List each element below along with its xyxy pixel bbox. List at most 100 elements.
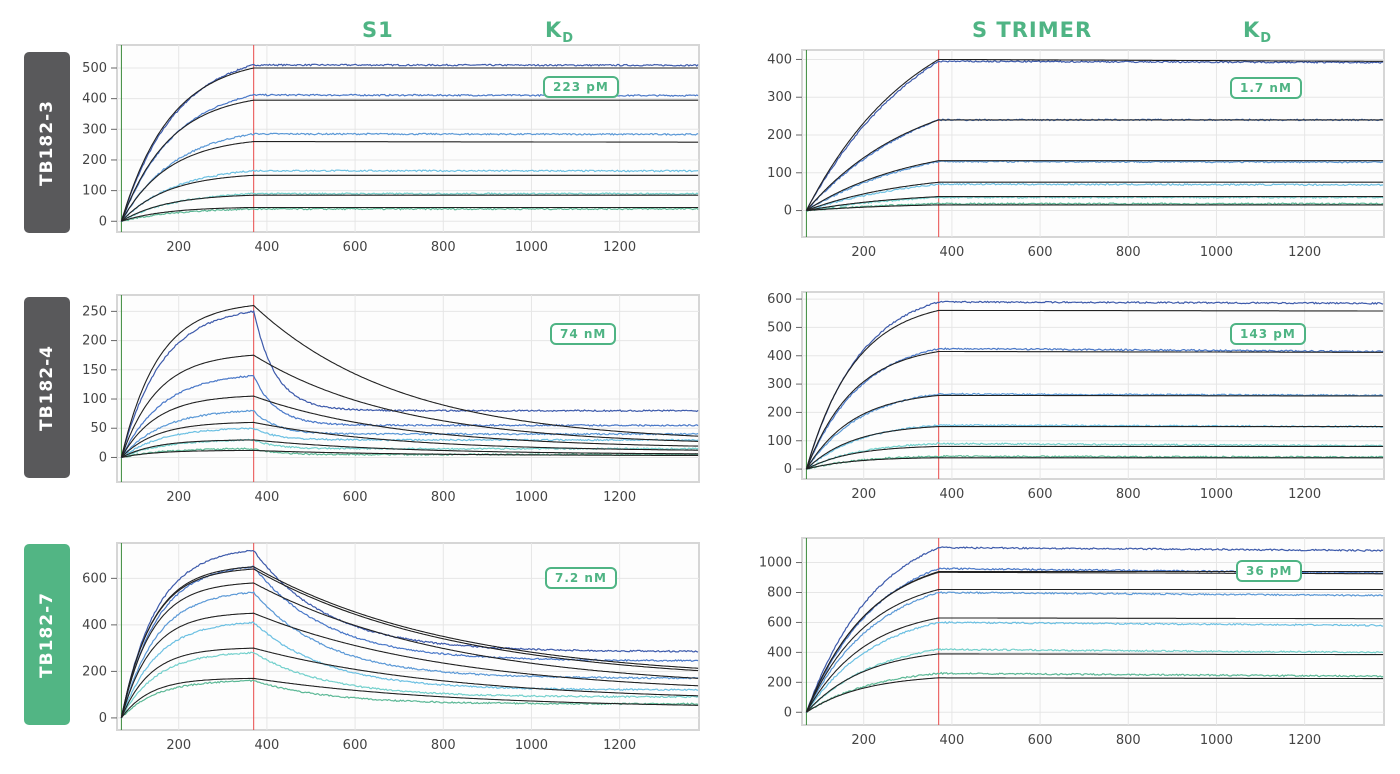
kd-badge: 36 pM	[1236, 560, 1303, 582]
y-tick-label: 200	[767, 405, 792, 420]
x-tick-label: 400	[254, 738, 279, 753]
y-tick-label: 50	[90, 421, 107, 436]
data-trace	[805, 300, 1384, 470]
fit-curve	[120, 67, 699, 222]
kd-badge: 74 nM	[550, 323, 617, 345]
fit-curve	[805, 119, 1384, 211]
y-tick-label: 500	[82, 61, 107, 76]
fit-curve	[121, 449, 699, 459]
y-tick-label: 0	[99, 711, 107, 726]
x-tick-label: 600	[1028, 245, 1053, 260]
x-tick-label: 800	[431, 490, 456, 505]
fit-curve	[806, 426, 1384, 470]
fit-curve	[805, 588, 1384, 713]
sensorgram: 200 400 600 800 1000 1200 0 200 400 600	[82, 542, 700, 753]
fit-curve	[120, 647, 699, 719]
fit-curve	[120, 304, 699, 458]
x-tick-label: 400	[254, 490, 279, 505]
y-tick-label: 0	[784, 705, 792, 720]
data-trace	[805, 647, 1384, 714]
fit-curve	[121, 439, 699, 458]
data-trace	[120, 374, 699, 459]
fit-curve	[120, 421, 699, 458]
x-tick-label: 1000	[1200, 733, 1233, 748]
fit-curve	[806, 181, 1384, 212]
fit-curve	[121, 194, 699, 222]
fit-curve	[120, 677, 699, 719]
data-trace	[120, 621, 699, 719]
data-trace	[805, 591, 1384, 713]
fit-curve	[806, 677, 1384, 713]
x-tick-label: 600	[1028, 733, 1053, 748]
y-tick-label: 400	[767, 52, 792, 67]
x-tick-label: 1200	[603, 738, 636, 753]
fit-curve	[120, 174, 699, 222]
data-trace	[805, 546, 1384, 713]
x-tick-label: 800	[431, 240, 456, 255]
data-trace	[806, 160, 1384, 211]
y-tick-label: 100	[82, 184, 107, 199]
x-tick-label: 800	[1116, 487, 1141, 502]
data-trace	[121, 192, 699, 223]
fit-curve	[805, 309, 1384, 470]
data-trace	[120, 679, 699, 719]
x-tick-label: 1000	[515, 738, 548, 753]
fit-curve	[806, 445, 1384, 470]
y-tick-label: 600	[767, 292, 792, 307]
x-tick-label: 200	[166, 240, 191, 255]
x-tick-label: 1200	[1288, 733, 1321, 748]
x-tick-label: 200	[851, 245, 876, 260]
fit-curve	[805, 58, 1384, 211]
data-trace	[806, 442, 1384, 470]
x-tick-label: 200	[166, 738, 191, 753]
y-tick-label: 1000	[760, 556, 792, 571]
header-s1: S1	[362, 18, 394, 42]
x-tick-label: 1000	[515, 240, 548, 255]
sensorgram: 200 400 600 800 1000 1200 0 50 100 150 200 250	[82, 294, 700, 505]
x-tick-label: 1200	[603, 240, 636, 255]
y-tick-label: 200	[767, 128, 792, 143]
y-tick-label: 300	[767, 90, 792, 105]
header-kd-left: KD	[545, 18, 574, 46]
fit-curve	[805, 350, 1384, 470]
x-tick-label: 1200	[1288, 487, 1321, 502]
kd-badge: 1.7 nM	[1230, 77, 1302, 99]
y-tick-label: 400	[82, 618, 107, 633]
x-tick-label: 1200	[603, 490, 636, 505]
chart-strimer-tb182-3: 200 400 600 800 1000 1200 0 100 200 300 400 1.7 nM	[760, 42, 1400, 274]
y-tick-label: 150	[82, 363, 107, 378]
y-tick-label: 200	[767, 675, 792, 690]
y-tick-label: 100	[82, 392, 107, 407]
y-tick-label: 100	[767, 166, 792, 181]
row-label-tb182-4: TB182-4	[24, 297, 70, 478]
row-label-tb182-3: TB182-3	[24, 52, 70, 233]
fit-curve	[806, 196, 1384, 212]
x-tick-label: 400	[939, 733, 964, 748]
data-trace	[120, 132, 699, 222]
data-trace	[120, 63, 699, 223]
x-tick-label: 600	[343, 240, 368, 255]
data-trace	[121, 207, 699, 222]
row-label-text: TB182-4	[37, 344, 57, 431]
x-tick-label: 400	[939, 487, 964, 502]
data-trace	[805, 620, 1384, 713]
chart-s1-tb182-3: 200 400 600 800 1000 1200 0 100 200 300 400 500 223 …	[75, 37, 715, 269]
row-label-tb182-7: TB182-7	[24, 544, 70, 725]
data-trace	[805, 59, 1384, 211]
x-tick-label: 600	[343, 738, 368, 753]
data-trace	[120, 427, 699, 458]
header-s-trimer: S TRIMER	[972, 18, 1093, 42]
x-tick-label: 600	[1028, 487, 1053, 502]
fit-curve	[120, 582, 699, 719]
y-tick-label: 300	[82, 122, 107, 137]
fit-curve	[805, 653, 1384, 713]
x-tick-label: 400	[254, 240, 279, 255]
y-tick-label: 100	[767, 434, 792, 449]
fit-curve	[120, 566, 699, 719]
data-trace	[120, 549, 699, 719]
y-tick-label: 200	[82, 334, 107, 349]
header-kd-right: KD	[1243, 18, 1272, 46]
x-tick-label: 1000	[515, 490, 548, 505]
y-tick-label: 0	[784, 462, 792, 477]
kd-subscript: D	[1260, 31, 1273, 47]
